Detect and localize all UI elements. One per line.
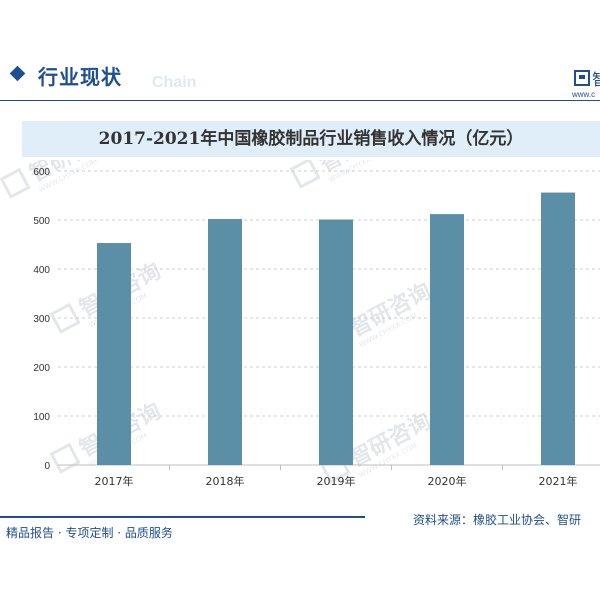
bar <box>97 243 131 465</box>
y-tick-label: 200 <box>33 363 50 374</box>
footer-slogan: 精品报告 · 专项定制 · 品质服务 <box>6 526 173 540</box>
diamond-icon <box>9 65 26 82</box>
bar <box>208 219 242 465</box>
watermark-logo-icon <box>289 160 321 189</box>
y-tick-label: 500 <box>33 216 50 227</box>
brand-url: www.c <box>572 90 596 99</box>
watermark-logo-icon <box>49 302 81 334</box>
footer-source: 资料来源：橡胶工业协会、智研 <box>413 513 582 527</box>
brand-logo-icon <box>574 70 590 86</box>
x-tick-label: 2021年 <box>539 474 578 488</box>
y-tick-label: 300 <box>33 314 50 325</box>
x-tick-label: 2017年 <box>95 474 134 488</box>
y-tick-label: 400 <box>33 265 50 276</box>
x-tick-label: 2019年 <box>317 474 356 488</box>
x-tick-label: 2020年 <box>428 474 467 488</box>
section-title: 行业现状 <box>38 65 122 89</box>
y-axis-ticks: 0 100 200 300 400 500 600 <box>33 167 50 472</box>
chart-title: 2017-2021年中国橡胶制品行业销售收入情况（亿元） <box>98 129 524 149</box>
bar <box>319 219 353 465</box>
watermark-logo-icon <box>0 167 31 199</box>
chart-title-band <box>22 121 600 157</box>
footer-divider <box>0 516 365 518</box>
bar <box>430 214 464 465</box>
bar-chart: 智研咨询WWW.CHYXX.COM智研咨询WWW.CHYXX.COM智研咨询WW… <box>0 160 600 488</box>
chart-bars <box>97 192 575 465</box>
brand-text: 智 <box>592 66 600 90</box>
bar <box>541 192 575 465</box>
header-watermark-text: Chain <box>152 74 197 91</box>
y-tick-label: 100 <box>33 412 50 423</box>
y-tick-label: 600 <box>33 167 50 178</box>
x-tick-label: 2018年 <box>206 474 245 488</box>
header-divider <box>0 100 600 101</box>
header: 行业现状 Chain 智 www.c <box>0 0 600 102</box>
x-axis-ticks: 2017年 2018年 2019年 2020年 2021年 <box>95 465 578 488</box>
y-tick-label: 0 <box>44 461 50 472</box>
watermark-logo-icon <box>49 442 81 474</box>
